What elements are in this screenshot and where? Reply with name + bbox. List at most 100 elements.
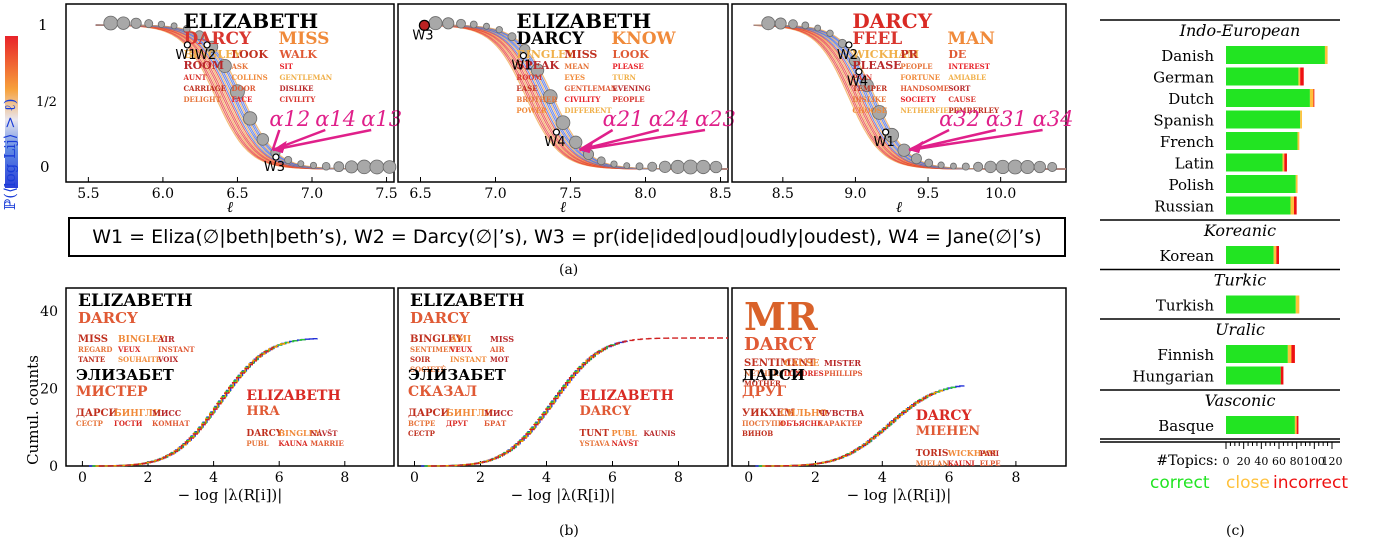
word-cloud-word: PLEASE: [852, 59, 901, 72]
word-cloud-word: ДРУГ: [742, 384, 786, 400]
word-cloud-word: ДРУГ: [446, 419, 468, 428]
data-point: [284, 155, 293, 165]
data-point: [130, 17, 142, 29]
panel-a-frame-1: [65, 3, 395, 183]
data-point: [542, 89, 558, 104]
bar-correct: [1226, 46, 1325, 64]
word-marker-dot: [203, 41, 211, 49]
word-cloud-word: СКАЗАЛ: [408, 384, 477, 400]
word-cloud-word: PUBL: [612, 428, 638, 438]
data-point: [103, 15, 119, 31]
word-cloud-word: MISS: [278, 29, 329, 49]
alpha-arrow: [908, 128, 1043, 152]
word-cloud-word: ЭЛИЗАБЕТ: [76, 366, 175, 384]
word-cloud-word: СЕСТР: [76, 419, 104, 428]
word-cloud-word: LOOK: [612, 48, 649, 61]
panel-a-xlabel: ℓ: [227, 198, 233, 216]
word-cloud-word: CAUSE: [948, 95, 976, 104]
xtick-label: 20: [1237, 455, 1251, 468]
word-cloud-word: BINGLEY: [183, 48, 241, 61]
word-cloud-word: DISLIKE: [279, 84, 313, 93]
word-marker-label: W4: [544, 135, 565, 150]
panel-b-xlabel: − log |λ(R[i])|: [511, 486, 616, 504]
xtick-label: 100: [1304, 455, 1325, 468]
word-cloud-word: SENTIMENT: [744, 358, 816, 369]
alpha-label: α31: [986, 107, 1027, 131]
data-point: [670, 159, 685, 174]
word-cloud-word: NÁVŠT: [310, 429, 338, 438]
word-marker-dot: [882, 128, 890, 136]
legend-incorrect: incorrect: [1273, 473, 1348, 493]
word-cloud-word: БИНГЛИ: [446, 409, 494, 419]
xtick-label: 40: [1254, 455, 1268, 468]
data-point: [826, 29, 834, 37]
bar-correct: [1226, 132, 1298, 150]
xtick-label: 6.0: [152, 186, 174, 202]
word-cloud-word: MEAN: [564, 62, 590, 71]
xtick-label: 8.5: [709, 186, 731, 202]
xtick-label: 6.5: [409, 186, 431, 202]
word-cloud-word: BINGLEY: [118, 335, 166, 345]
bar-correct: [1226, 246, 1274, 264]
data-point: [924, 158, 934, 168]
panel-a-ylabel: ℙ(⟨log Lij⟩ > ℓ): [1, 98, 19, 210]
word-cloud-word: ELIZABETH: [410, 291, 525, 311]
data-point: [849, 55, 861, 67]
xtick-label: 0: [744, 470, 753, 486]
data-point: [382, 160, 397, 174]
word-cloud-word: EASE: [516, 84, 537, 93]
word-cloud-word: MISS: [564, 48, 597, 61]
legend-correct: correct: [1150, 473, 1210, 493]
word-cloud-word: SOUHAITE: [118, 355, 161, 364]
word-cloud-word: БИНГЛИ: [114, 409, 162, 419]
data-point: [369, 159, 385, 175]
word-cloud-word: BROTHER: [516, 95, 557, 104]
bar-correct: [1226, 416, 1295, 434]
panel-a-xlabel: ℓ: [896, 198, 902, 216]
data-point: [170, 22, 178, 30]
word-cloud-word: KAUNIS: [644, 429, 676, 438]
xtick-label: 10.0: [985, 186, 1016, 202]
word-cloud-word: SOCIETY: [900, 95, 937, 104]
word-marker-label: W1: [874, 135, 895, 150]
bar-close: [1300, 110, 1302, 129]
word-cloud-word: PLEASE: [612, 62, 643, 71]
data-point: [658, 160, 672, 173]
alpha-arrow: [579, 128, 706, 152]
word-cloud-word: MR: [744, 294, 818, 339]
word-cloud-word: DARCY: [410, 309, 470, 327]
word-cloud-word: ВИНОВ: [742, 429, 773, 438]
word-marker-dot: [552, 128, 561, 136]
cumulative-line: [765, 392, 935, 467]
alpha-label: α13: [361, 107, 402, 131]
data-point: [356, 159, 372, 175]
word-cloud-word: ELIZABETH: [78, 291, 193, 311]
xtick-label: 8.5: [772, 186, 794, 202]
xtick-label: 4: [209, 470, 218, 486]
word-cloud-word: DARCY: [183, 29, 252, 49]
data-point: [635, 162, 644, 171]
data-point: [860, 78, 874, 93]
word-cloud-word: МИСС: [152, 408, 181, 418]
data-point: [910, 153, 922, 165]
data-point: [610, 160, 618, 168]
word-cloud-word: DARCY: [852, 9, 932, 33]
language-label: Danish: [1161, 47, 1214, 65]
cumulative-line: [98, 345, 277, 467]
word-cloud-word: CAUSE: [784, 359, 819, 369]
word-cloud-word: FORTUNE: [900, 73, 940, 82]
bar-correct: [1226, 67, 1299, 86]
word-cloud-word: ROOM: [183, 59, 223, 72]
data-point: [321, 161, 331, 171]
xtick-label: 0: [410, 470, 419, 486]
data-point: [469, 20, 478, 29]
panel-a-frame-3: [731, 3, 1067, 183]
data-point: [937, 161, 945, 169]
xtick-label: 7.5: [559, 186, 581, 202]
xtick-label: 8: [674, 470, 683, 486]
xtick-label: 4: [542, 470, 551, 486]
word-cloud-word: MISS: [490, 334, 514, 344]
family-label: Koreanic: [1203, 221, 1276, 240]
word-cloud-word: TORIS: [916, 449, 949, 459]
word-cloud-word: MARRIE: [310, 439, 343, 448]
